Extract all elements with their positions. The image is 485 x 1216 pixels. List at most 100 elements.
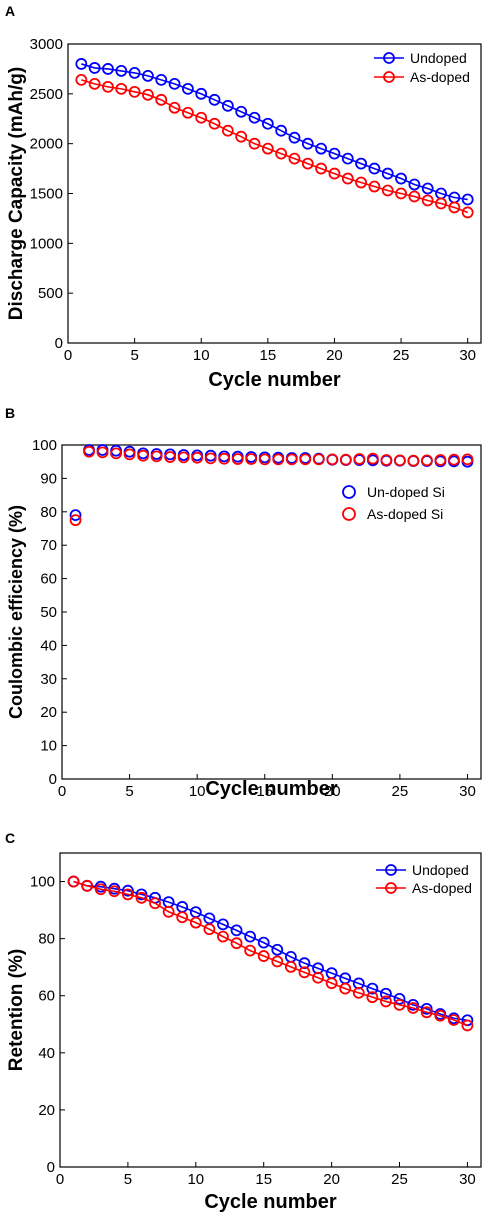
data-point <box>168 101 181 114</box>
data-point <box>366 991 379 1004</box>
data-point <box>122 888 134 901</box>
data-point <box>461 453 474 466</box>
data-point <box>218 452 231 465</box>
x-tick-label: 25 <box>392 783 409 800</box>
x-tick-label: 0 <box>64 347 72 364</box>
legend-entry: Undoped <box>376 862 469 878</box>
y-tick-label: 2500 <box>30 86 63 103</box>
data-point <box>176 911 189 924</box>
legend-entry: As-doped <box>376 880 472 896</box>
data-point <box>420 1002 433 1015</box>
x-tick-label: 20 <box>324 783 341 800</box>
data-point <box>312 971 324 984</box>
data-point <box>298 966 311 979</box>
y-tick-label: 100 <box>30 874 55 891</box>
data-point <box>407 998 419 1011</box>
y-tick-label: 40 <box>38 1045 55 1062</box>
data-point <box>261 142 274 155</box>
legend-label: As-doped Si <box>367 506 443 522</box>
data-point <box>257 950 270 962</box>
legend-entry: As-doped Si <box>342 506 443 522</box>
data-point <box>245 453 258 465</box>
series-line <box>73 880 468 1022</box>
data-point <box>408 190 421 203</box>
data-point <box>155 73 168 86</box>
data-point <box>217 918 229 931</box>
x-axis-title: Cycle number <box>204 1191 336 1213</box>
data-point <box>394 454 406 467</box>
data-point <box>366 452 379 465</box>
x-tick-label: 20 <box>326 347 343 364</box>
data-point <box>395 172 407 185</box>
data-point <box>204 452 217 465</box>
data-point <box>149 897 161 910</box>
y-tick-label: 50 <box>40 604 57 621</box>
data-point <box>325 977 338 990</box>
data-point <box>328 147 341 160</box>
data-point <box>408 178 421 191</box>
data-point <box>393 992 406 1005</box>
x-tick-label: 15 <box>255 1171 272 1188</box>
data-point <box>341 152 354 165</box>
y-tick-label: 1000 <box>30 235 63 252</box>
panel-letter: B <box>5 405 15 421</box>
data-point <box>75 58 88 70</box>
legend-label: Undoped <box>412 862 469 878</box>
x-tick-label: 25 <box>393 347 410 364</box>
y-tick-label: 20 <box>38 1102 55 1119</box>
series-line <box>73 880 468 1027</box>
data-point <box>94 883 107 896</box>
data-point <box>203 923 216 936</box>
data-point <box>208 117 221 130</box>
data-point <box>155 93 168 106</box>
data-point <box>434 1009 447 1022</box>
data-point <box>81 879 94 892</box>
data-point <box>142 88 154 101</box>
data-point <box>123 448 136 461</box>
x-tick-label: 5 <box>130 347 138 364</box>
data-point <box>135 891 148 904</box>
data-point <box>244 930 257 943</box>
legend-marker <box>383 52 395 64</box>
data-point <box>284 960 297 973</box>
data-point <box>420 1006 433 1019</box>
y-tick-label: 3000 <box>30 36 63 53</box>
chart-panel-c: C 0 5 10 15 20 25 30 0 20 40 60 80 100 Cycle number Ret… <box>5 830 482 1213</box>
series-as-doped-si <box>69 445 474 527</box>
data-point <box>435 197 447 210</box>
data-point <box>108 885 121 898</box>
data-point <box>299 453 312 466</box>
y-axis-title: Retention (%) <box>6 949 27 1071</box>
data-point <box>271 955 284 968</box>
data-point <box>189 916 202 929</box>
panel-letter: A <box>5 3 15 19</box>
data-point <box>315 162 328 175</box>
data-point <box>312 453 325 466</box>
data-point <box>221 124 234 137</box>
chart-panel-a: A 0 5 10 15 20 25 30 0 500 1000 1500 2000 2500 3000 Cyc… <box>5 3 482 391</box>
data-point <box>380 454 393 466</box>
y-axis-title: Coulombic efficiency (%) <box>6 505 26 719</box>
data-point <box>150 450 163 463</box>
data-point <box>258 453 271 466</box>
data-point <box>221 99 234 112</box>
data-point <box>366 982 379 995</box>
legend-label: Un-doped Si <box>367 484 445 500</box>
series-line <box>81 63 468 201</box>
data-point <box>301 137 314 150</box>
y-tick-label: 10 <box>40 738 57 755</box>
data-point <box>381 184 394 197</box>
x-tick-label: 15 <box>256 783 273 800</box>
y-tick-label: 100 <box>32 437 57 454</box>
data-point <box>177 451 190 464</box>
x-tick-label: 0 <box>58 783 66 800</box>
data-point <box>217 930 229 943</box>
data-point <box>128 67 141 79</box>
data-point <box>272 453 285 466</box>
data-point <box>235 130 248 143</box>
data-point <box>328 167 341 180</box>
data-point <box>248 137 261 150</box>
data-point <box>128 85 141 98</box>
legend-entry: Un-doped Si <box>342 484 445 500</box>
